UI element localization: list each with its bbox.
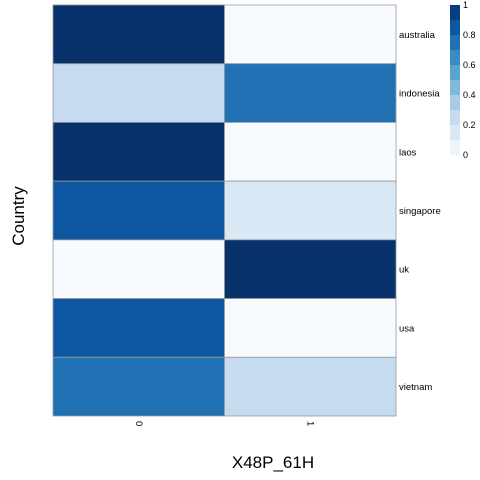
y-tick-label: indonesia — [399, 89, 440, 100]
heatmap-cell — [52, 122, 225, 182]
legend-color-block — [450, 125, 460, 141]
legend-tick-label: 0 — [463, 150, 468, 160]
legend-tick-label: 0.8 — [463, 30, 476, 40]
y-tick-labels: australia indonesia laos singapore uk usa viet… — [399, 30, 441, 393]
legend-color-block — [450, 140, 460, 156]
heatmap-cell — [224, 122, 397, 182]
heatmap-cells — [52, 4, 397, 417]
y-tick-label: uk — [399, 265, 409, 276]
legend-tick-label: 0.2 — [463, 120, 476, 130]
heatmap-cell — [224, 63, 397, 123]
legend-color-block — [450, 65, 460, 81]
heatmap-cell — [224, 180, 397, 241]
y-tick-label: singapore — [399, 206, 441, 217]
y-tick-label: vietnam — [399, 382, 432, 393]
heatmap-cell — [52, 239, 225, 299]
heatmap-cell — [52, 298, 225, 358]
y-tick-label: laos — [399, 147, 417, 158]
x-tick-label: 1 — [304, 421, 315, 426]
heatmap-cell — [52, 63, 225, 123]
legend-tick-label: 0.4 — [463, 90, 476, 100]
heatmap-cell — [52, 356, 225, 417]
heatmap-cell — [224, 4, 397, 65]
heatmap-cell — [224, 356, 397, 417]
legend-tick-label: 1 — [463, 0, 468, 10]
color-legend: 0 0.2 0.4 0.6 0.8 1 — [450, 0, 476, 160]
legend-color-block — [450, 80, 460, 96]
legend-color-block — [450, 20, 460, 36]
x-axis-title: X48P_61H — [232, 453, 314, 472]
legend-color-block — [450, 50, 460, 66]
y-tick-label: usa — [399, 323, 415, 334]
legend-color-block — [450, 5, 460, 21]
heatmap-cell — [52, 4, 225, 65]
legend-tick-label: 0.6 — [463, 60, 476, 70]
legend-color-block — [450, 110, 460, 126]
legend-color-block — [450, 95, 460, 111]
heatmap-cell — [224, 298, 397, 358]
heatmap-cell — [52, 180, 225, 241]
x-tick-label: 0 — [133, 421, 144, 426]
y-axis-title: Country — [9, 186, 28, 246]
legend-color-block — [450, 35, 460, 51]
heatmap-cell — [224, 239, 397, 299]
y-tick-label: australia — [399, 30, 436, 41]
